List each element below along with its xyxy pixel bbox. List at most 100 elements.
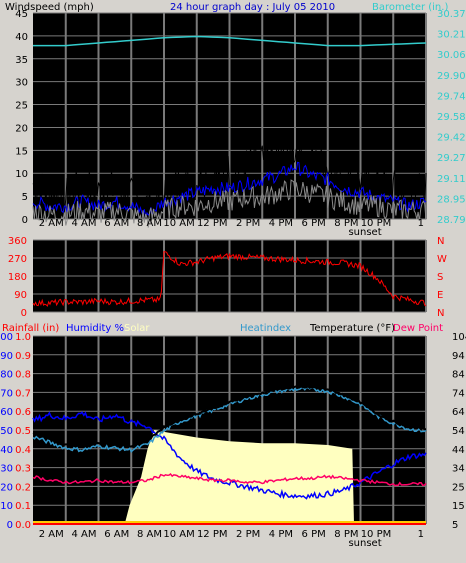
xtick-0-11: 1 [418,218,424,229]
xtick-0-2: 6 AM [104,218,129,229]
wind-ytick-4: 20 [15,123,28,134]
xtick-1-3: 8 AM [137,529,162,540]
wind-ytick-9: 45 [15,9,28,20]
humidity-ytick-9: 90 [0,351,13,362]
rain-ytick-6: 0.6 [15,407,31,418]
rain-ytick-5: 0.5 [15,426,31,437]
barometer-axis-title: Barometer (in.) [372,2,448,13]
xtick-0-6: 2 PM [236,218,260,229]
xtick-1-7: 4 PM [269,529,293,540]
baro-ytick-10: 30.37 [437,9,466,20]
compass-tick-0: N [437,236,444,247]
xtick-1-9: 8 PM [334,529,358,540]
windspeed-axis-title: Windspeed (mph) [5,2,94,13]
xtick-1-11: 1 [418,529,424,540]
baro-ytick-4: 29.42 [437,133,466,144]
legend-heatindex: Heatindex [240,323,291,334]
rain-ytick-0: 0.0 [15,520,31,531]
temp-ytick-10: 104 [452,332,466,343]
wind-series-0 [33,35,427,47]
compass-tick-3: E [437,290,443,301]
xtick-0-5: 12 PM [197,218,228,229]
chart-title: 24 hour graph day : July 05 2010 [170,2,335,13]
legend-temperature: Temperature (°F) [309,323,395,334]
temp-ytick-0: 5 [452,520,458,531]
rain-ytick-3: 0.3 [15,464,31,475]
xtick-1-10: 10 PM [361,529,392,540]
wind-ytick-1: 5 [22,192,28,203]
baro-ytick-3: 29.27 [437,153,466,164]
humidity-ytick-0: 0 [7,520,13,531]
sunset-label-1: sunset [348,538,381,549]
wind-series-2 [32,161,427,218]
temp-ytick-6: 64 [452,407,465,418]
wind-ytick-5: 25 [15,101,28,112]
xtick-0-10: 10 PM [361,218,392,229]
compass-tick-1: W [437,254,447,265]
humidity-ytick-1: 10 [0,501,13,512]
xtick-1-6: 2 PM [236,529,260,540]
xtick-1-5: 12 PM [197,529,228,540]
axis-labels: 05101520253035404528.7928.9529.1129.2729… [0,9,466,549]
temp-ytick-2: 25 [452,482,465,493]
humidity-ytick-5: 50 [0,426,13,437]
rain-ytick-9: 0.9 [15,351,31,362]
direction-ytick-1: 90 [14,290,27,301]
xtick-0-9: 8 PM [334,218,358,229]
rain-ytick-7: 0.7 [15,388,31,399]
humidity-ytick-4: 40 [0,445,13,456]
xtick-1-8: 6 PM [302,529,326,540]
wind-series-3 [32,179,427,228]
direction-ytick-3: 270 [8,254,27,265]
baro-ytick-2: 29.11 [437,174,466,185]
humidity-ytick-2: 20 [0,482,13,493]
baro-ytick-7: 29.90 [437,71,466,82]
solar-area [33,430,426,524]
sunset-label-0: sunset [348,227,381,238]
rain-ytick-8: 0.8 [15,370,31,381]
humidity-ytick-10: 100 [0,332,13,343]
xtick-0-0: 2 AM [39,218,64,229]
wind-ytick-0: 0 [22,215,28,226]
xtick-1-1: 4 AM [71,529,96,540]
direction-series-0 [32,251,427,307]
wind-ytick-7: 35 [15,55,28,66]
compass-tick-4: N [437,308,444,319]
temp-series-3 [32,385,426,449]
temp-ytick-9: 94 [452,351,465,362]
baro-ytick-6: 29.74 [437,91,466,102]
direction-ytick-0: 0 [21,308,27,319]
baro-ytick-1: 28.95 [437,194,466,205]
temp-ytick-5: 54 [452,426,465,437]
legend-solar: Solar [124,323,150,334]
humidity-ytick-7: 70 [0,388,13,399]
baro-ytick-8: 30.06 [437,50,466,61]
temp-ytick-4: 44 [452,445,465,456]
xtick-1-2: 6 AM [104,529,129,540]
xtick-0-1: 4 AM [71,218,96,229]
xtick-0-7: 4 PM [269,218,293,229]
baro-ytick-0: 28.79 [437,215,466,226]
compass-tick-2: S [437,272,443,283]
xtick-0-4: 10 AM [163,218,194,229]
wind-ytick-3: 15 [15,146,28,157]
temp-ytick-7: 74 [452,388,465,399]
xtick-1-4: 10 AM [163,529,194,540]
wind-ytick-8: 40 [15,32,28,43]
xtick-1-0: 2 AM [39,529,64,540]
wind-ytick-2: 10 [15,169,28,180]
legend-humidity: Humidity % [66,323,124,334]
series-marks [32,35,427,525]
legend-dewpoint: Dew Point [393,323,443,334]
temp-series-4 [32,472,427,487]
humidity-ytick-6: 60 [0,407,13,418]
baro-ytick-5: 29.58 [437,112,466,123]
humidity-ytick-3: 30 [0,464,13,475]
legend-rainfall: Rainfall (in) [2,323,59,334]
humidity-ytick-8: 80 [0,370,13,381]
direction-ytick-4: 360 [8,236,27,247]
rain-ytick-2: 0.2 [15,482,31,493]
direction-ytick-2: 180 [8,272,27,283]
